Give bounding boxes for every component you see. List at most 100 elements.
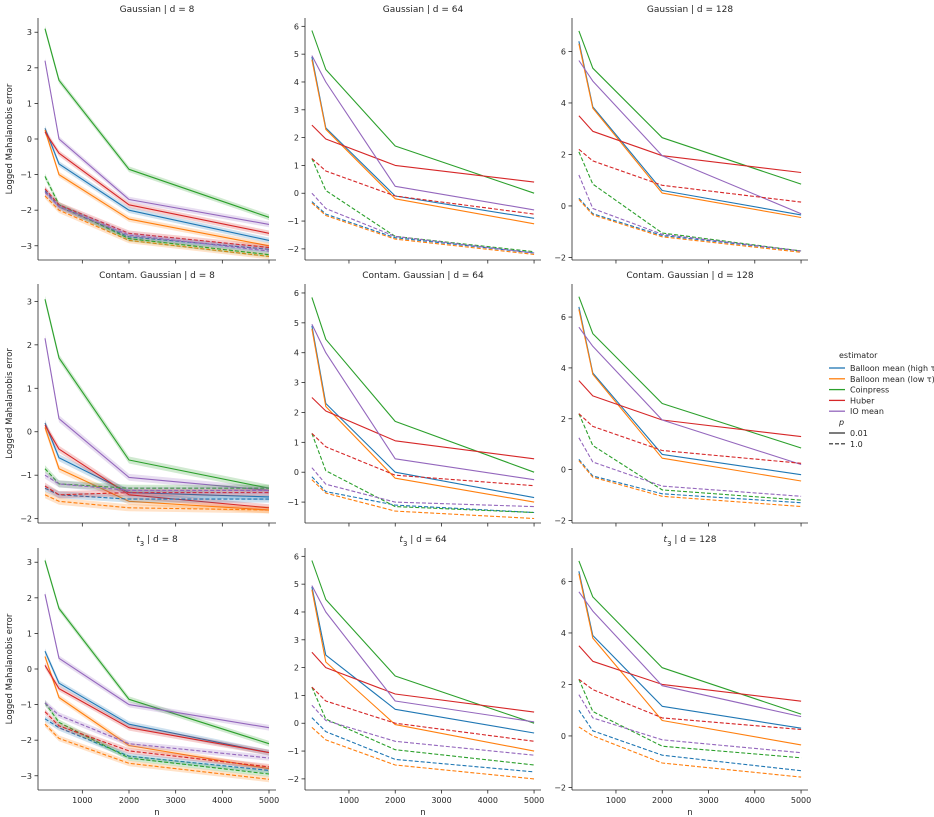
legend-title: estimator [839,351,878,360]
x-tick-label: 1000 [339,796,359,805]
series-line [44,129,270,247]
series-line [44,474,269,491]
y-tick-label: −3 [20,772,32,781]
y-tick-label: 4 [561,364,566,373]
legend-label: 1.0 [850,440,863,449]
y-tick-label: 3 [27,28,32,37]
series-line [44,338,270,491]
series-line [578,326,802,466]
series-line [311,726,535,780]
y-tick-label: 6 [561,577,566,586]
series-line [44,560,270,745]
series-ci-band [45,421,269,512]
y-tick-label: −1 [287,747,299,756]
legend-label: 0.01 [850,429,868,438]
x-tick-label: 3000 [698,796,718,805]
series-ci-band [45,57,269,228]
y-tick-label: 2 [27,341,32,350]
series-line [44,427,270,511]
series-line [44,176,270,256]
panel-6: Contam. Gaussian | d = 128 −2 0 2 4 6 [554,271,808,527]
series-ci-band [45,471,269,494]
y-tick-label: −1 [20,171,32,180]
series-line [311,717,535,773]
x-tick-label: 5000 [259,796,279,805]
series-ci-band [45,25,269,221]
y-tick-label: −3 [20,242,32,251]
series-line [311,479,535,520]
series-line [44,487,269,500]
y-tick-label: 2 [27,594,32,603]
series-line [44,299,270,489]
series-ci-band [45,419,269,501]
y-tick-label: 3 [294,106,299,115]
y-tick-label: −1 [287,498,299,507]
series-line [311,397,535,460]
y-tick-label: 0 [294,189,299,198]
series-line [578,560,802,715]
series-ci-band [45,189,269,254]
y-tick-label: 2 [294,664,299,673]
series-ci-band [45,708,269,770]
y-tick-label: −2 [20,206,32,215]
y-tick-label: −1 [287,217,299,226]
y-tick-label: 0 [294,468,299,477]
x-axis-label: n [154,808,159,817]
y-axis-label: Logged Mahalanobis error [5,613,15,724]
y-tick-label: −2 [287,245,299,254]
series-line [311,476,535,514]
y-tick-label: 4 [294,608,299,617]
series-line [578,174,802,252]
series-line [578,459,802,504]
series-line [578,199,802,253]
series-line [311,467,535,508]
series-line [44,702,270,759]
y-tick-label: −2 [287,775,299,784]
series-line [311,686,535,742]
panel-2: Gaussian | d = 64 −2 −1 0 1 2 3 4 5 6 [287,5,541,264]
series-line [311,589,535,752]
series-line [578,645,802,702]
legend-label: Huber [850,396,875,405]
panel-title: Gaussian | d = 64 [383,5,464,15]
x-tick-label: 3000 [431,796,451,805]
series-line [578,43,802,219]
series-line [311,201,535,254]
series-ci-band [45,557,269,747]
series-line [578,30,802,185]
series-line [578,460,802,508]
y-tick-label: −2 [554,516,566,525]
y-tick-label: 4 [294,78,299,87]
series-line [578,309,802,482]
series-line [578,380,802,438]
series-line [311,192,535,254]
series-line [44,422,270,498]
series-line [578,678,802,731]
series-line [44,702,270,775]
series-line [44,665,270,754]
series-ci-band [45,653,269,772]
series-line [44,594,270,729]
series-ci-band [45,716,269,774]
series-ci-band [45,193,269,260]
series-line [311,324,535,481]
series-ci-band [45,700,269,761]
legend-label: Balloon mean (low τ) [850,375,934,384]
series-line [44,494,270,511]
series-line [578,413,802,464]
series-line [44,131,270,234]
series-line [311,433,535,487]
series-line [578,41,802,216]
panel-title: Contam. Gaussian | d = 8 [99,271,215,281]
y-tick-label: 2 [294,134,299,143]
y-axis-label: Logged Mahalanobis error [5,83,15,194]
y-tick-label: 0 [294,719,299,728]
series-line [311,30,535,194]
x-tick-label: 2000 [652,796,672,805]
x-axis-label: n [420,808,425,817]
y-tick-label: 4 [561,99,566,108]
panel-4: Contam. Gaussian | d = 8 −2 −1 0 1 2 3 Logged M… [5,271,276,527]
y-tick-label: −1 [20,701,32,710]
y-tick-label: 2 [294,408,299,417]
series-line [311,297,535,473]
